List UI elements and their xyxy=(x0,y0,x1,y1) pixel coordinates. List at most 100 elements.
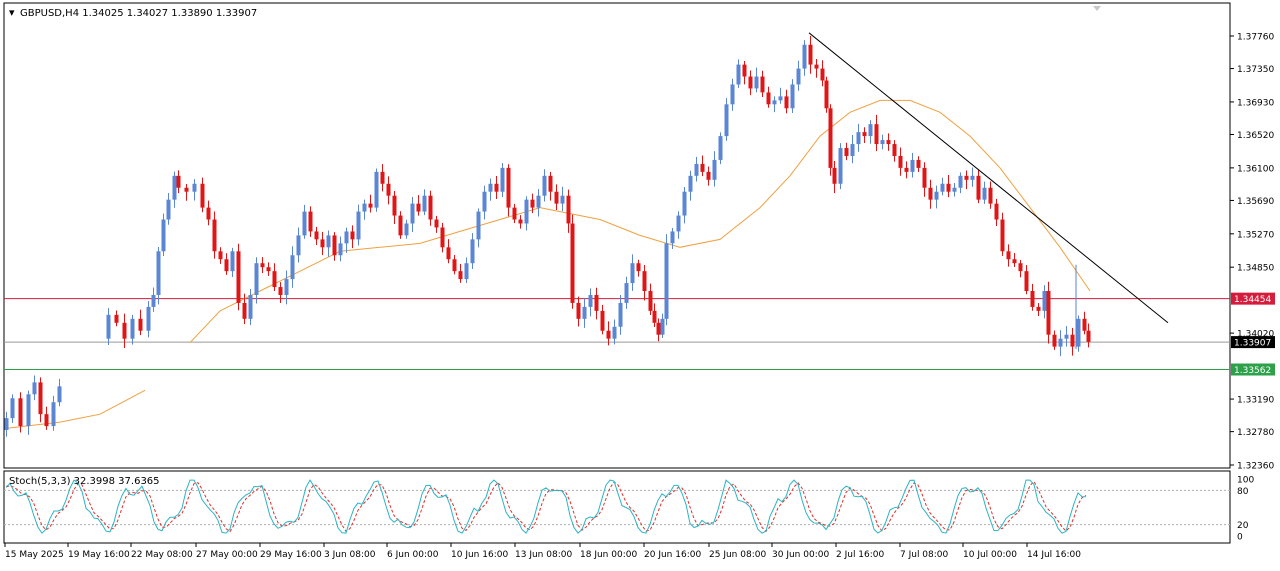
bear-candle xyxy=(566,195,571,224)
x-tick-label: 7 Jul 08:00 xyxy=(900,550,949,560)
current-price-level-tag xyxy=(1231,336,1275,349)
bear-candle xyxy=(1018,263,1023,272)
bear-candle xyxy=(916,159,921,168)
bear-candle xyxy=(506,167,511,208)
bull-candle xyxy=(736,64,741,85)
bear-candle xyxy=(636,263,641,272)
bear-candle xyxy=(922,167,927,188)
bull-candle xyxy=(356,211,361,240)
bull-candle xyxy=(284,279,289,295)
bull-candle xyxy=(26,394,31,427)
bull-candle xyxy=(404,223,409,236)
bull-candle xyxy=(248,294,253,319)
symbol-header-arrow: ▾ xyxy=(9,6,15,19)
bear-candle xyxy=(416,203,421,212)
bear-candle xyxy=(386,183,391,196)
bull-candle xyxy=(982,187,987,200)
bear-candle xyxy=(828,108,833,168)
bull-candle xyxy=(230,251,235,272)
bear-candle xyxy=(576,302,581,319)
bear-candle xyxy=(742,64,747,77)
bull-candle xyxy=(670,231,675,244)
bear-candle xyxy=(18,398,23,427)
bear-candle xyxy=(530,199,535,208)
bull-candle xyxy=(952,187,957,192)
bull-candle xyxy=(338,243,343,256)
bull-candle xyxy=(910,159,915,172)
bull-candle xyxy=(612,326,617,339)
shift-marker-icon[interactable] xyxy=(1093,6,1101,11)
bear-candle xyxy=(1030,291,1035,307)
bear-candle xyxy=(892,144,897,156)
bear-candle xyxy=(206,207,211,220)
bull-candle xyxy=(560,195,565,204)
bull-candle xyxy=(676,215,681,232)
bear-candle xyxy=(656,322,661,335)
bull-candle xyxy=(130,318,135,339)
bull-candle xyxy=(488,183,493,192)
bear-candle xyxy=(320,239,325,248)
bear-candle xyxy=(652,310,657,323)
bear-candle xyxy=(1024,271,1029,292)
bear-candle xyxy=(600,310,605,331)
y-tick-label: 1.35690 xyxy=(1237,197,1274,207)
stoch-header: Stoch(5,3,3) 32.3998 37.6365 xyxy=(9,476,160,487)
downtrend-line[interactable] xyxy=(808,32,1169,324)
bear-candle xyxy=(1012,259,1017,264)
y-tick-label: 1.34850 xyxy=(1237,264,1274,274)
bear-candle xyxy=(512,207,517,220)
bear-candle xyxy=(266,267,271,272)
x-tick-label: 6 Jun 00:00 xyxy=(387,550,439,560)
bear-candle xyxy=(434,219,439,228)
bear-candle xyxy=(1000,219,1005,252)
bull-candle xyxy=(344,231,349,244)
bear-candle xyxy=(1036,306,1041,311)
bull-candle xyxy=(970,175,975,180)
bull-candle xyxy=(166,199,171,220)
bear-candle xyxy=(844,148,849,156)
bull-candle xyxy=(718,136,723,160)
bull-candle xyxy=(730,84,735,105)
bear-candle xyxy=(886,140,891,145)
bull-candle xyxy=(694,163,699,176)
bear-candle xyxy=(964,175,969,180)
y-tick-label: 1.36930 xyxy=(1237,98,1274,108)
bear-candle xyxy=(38,382,43,415)
y-tick-label: 1.32360 xyxy=(1237,462,1274,472)
stoch-main-line xyxy=(5,479,1087,534)
bear-candle xyxy=(44,414,49,427)
bull-candle xyxy=(536,195,541,208)
bull-candle xyxy=(290,255,295,280)
bear-candle xyxy=(766,92,771,105)
bear-candle xyxy=(904,167,909,172)
bull-candle xyxy=(856,132,861,145)
bull-candle xyxy=(4,418,9,431)
x-tick-label: 30 Jun 00:00 xyxy=(772,550,829,560)
bear-candle xyxy=(824,80,829,109)
bear-candle xyxy=(332,235,337,256)
moving-average-line xyxy=(4,389,146,429)
bull-candle xyxy=(542,175,547,196)
bull-candle xyxy=(57,386,62,403)
bull-candle xyxy=(51,402,56,427)
support-level-label: 1.33562 xyxy=(1234,366,1271,376)
bear-candle xyxy=(994,203,999,220)
bear-candle xyxy=(706,171,711,180)
stoch-tick-label: 0 xyxy=(1237,533,1243,543)
bear-candle xyxy=(176,175,181,188)
resistance-level-tag xyxy=(1231,292,1275,305)
bear-candle xyxy=(808,44,813,65)
bear-candle xyxy=(648,291,653,311)
bull-candle xyxy=(850,144,855,156)
bull-candle xyxy=(624,283,629,303)
bear-candle xyxy=(1046,291,1051,335)
bear-candle xyxy=(988,187,993,204)
symbol-header: GBPUSD,H4 1.34025 1.34027 1.33890 1.3390… xyxy=(20,8,257,19)
bull-candle xyxy=(10,398,15,419)
y-tick-label: 1.37760 xyxy=(1237,33,1274,43)
x-tick-label: 10 Jun 16:00 xyxy=(451,550,508,560)
bull-candle xyxy=(422,195,427,212)
x-tick-label: 27 May 00:00 xyxy=(196,550,258,560)
